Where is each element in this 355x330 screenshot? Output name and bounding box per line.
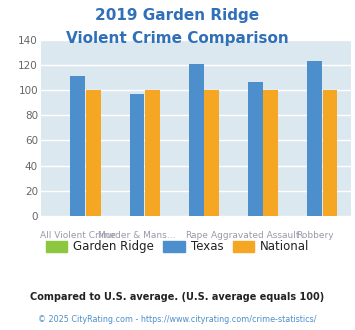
Text: Murder & Mans...: Murder & Mans...: [98, 231, 176, 241]
Bar: [130, 94, 144, 216]
Bar: [86, 90, 100, 216]
Text: All Violent Crime: All Violent Crime: [40, 231, 116, 241]
Text: © 2025 CityRating.com - https://www.cityrating.com/crime-statistics/: © 2025 CityRating.com - https://www.city…: [38, 315, 317, 324]
Text: Aggravated Assault: Aggravated Assault: [211, 231, 300, 241]
Bar: [323, 90, 337, 216]
Bar: [204, 90, 219, 216]
Text: 2019 Garden Ridge: 2019 Garden Ridge: [95, 8, 260, 23]
Bar: [189, 64, 203, 216]
Bar: [248, 82, 263, 216]
Text: Robbery: Robbery: [296, 231, 333, 241]
Text: Violent Crime Comparison: Violent Crime Comparison: [66, 31, 289, 46]
Bar: [263, 90, 278, 216]
Bar: [70, 76, 85, 216]
Bar: [145, 90, 160, 216]
Text: Compared to U.S. average. (U.S. average equals 100): Compared to U.S. average. (U.S. average …: [31, 292, 324, 302]
Text: Rape: Rape: [185, 231, 208, 241]
Bar: [307, 61, 322, 216]
Legend: Garden Ridge, Texas, National: Garden Ridge, Texas, National: [41, 236, 314, 258]
